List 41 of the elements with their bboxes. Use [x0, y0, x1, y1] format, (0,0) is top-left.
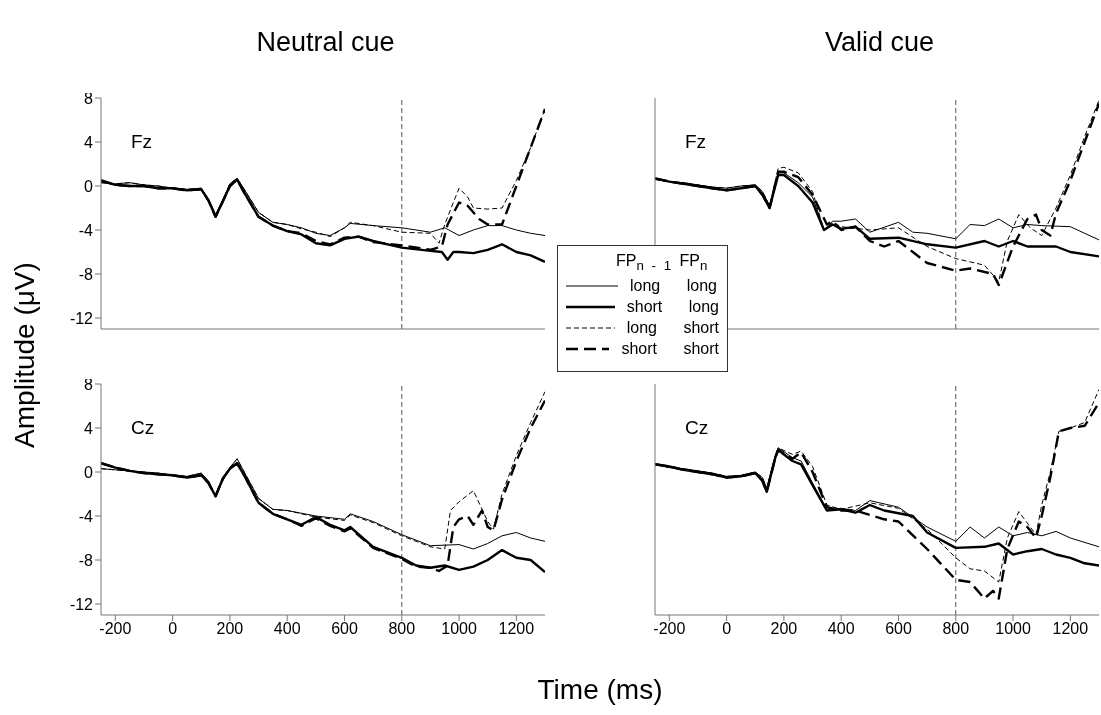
legend-title: FP$_{n - 1}$ FP$_{n}$ [615, 252, 709, 274]
y-tick-label: -8 [78, 551, 94, 569]
x-tick-label: 800 [942, 620, 970, 638]
y-tick-label: -4 [78, 221, 94, 239]
y-tick-label: 0 [84, 463, 94, 481]
x-tick-label: 0 [168, 620, 178, 638]
y-tick-label: 4 [84, 133, 94, 151]
y-tick-label: 0 [84, 177, 94, 195]
x-tick-label: 400 [273, 620, 301, 638]
y-tick-label: -12 [69, 309, 94, 327]
legend-label: long short [626, 318, 719, 337]
y-tick-label: -8 [78, 265, 94, 283]
x-tick-label: 400 [827, 620, 855, 638]
x-tick-label: 1000 [995, 620, 1031, 638]
y-tick-label: -12 [69, 595, 94, 613]
legend-label: short long [626, 297, 719, 316]
legend-label: short short [621, 339, 719, 358]
x-tick-label: 0 [722, 620, 732, 638]
chart-title: Neutral cue [255, 27, 396, 58]
x-tick-label: -200 [99, 620, 132, 638]
annotation: Fz [131, 131, 153, 153]
x-tick-label: 1200 [498, 620, 535, 638]
legend-label: long long [630, 276, 717, 295]
x-tick-label: 800 [388, 620, 416, 638]
x-tick-label: -200 [653, 620, 686, 638]
chart-title: Valid cue [823, 27, 936, 58]
x-tick-label: 200 [770, 620, 798, 638]
x-tick-label: 1200 [1052, 620, 1089, 638]
x-tick-label: 600 [331, 620, 358, 638]
annotation: Fz [685, 131, 707, 153]
y-axis-title: Amplitude (μV) [9, 262, 41, 448]
x-tick-label: 200 [216, 620, 244, 638]
y-tick-label: -4 [78, 507, 94, 525]
x-tick-label: 600 [885, 620, 912, 638]
annotation: Cz [131, 417, 155, 439]
x-axis-title: Time (ms) [537, 674, 663, 706]
y-tick-label: 4 [84, 419, 94, 437]
y-tick-label: 8 [84, 89, 94, 107]
x-tick-label: 1000 [441, 620, 477, 638]
annotation: Cz [685, 417, 709, 439]
y-tick-label: 8 [84, 375, 94, 393]
